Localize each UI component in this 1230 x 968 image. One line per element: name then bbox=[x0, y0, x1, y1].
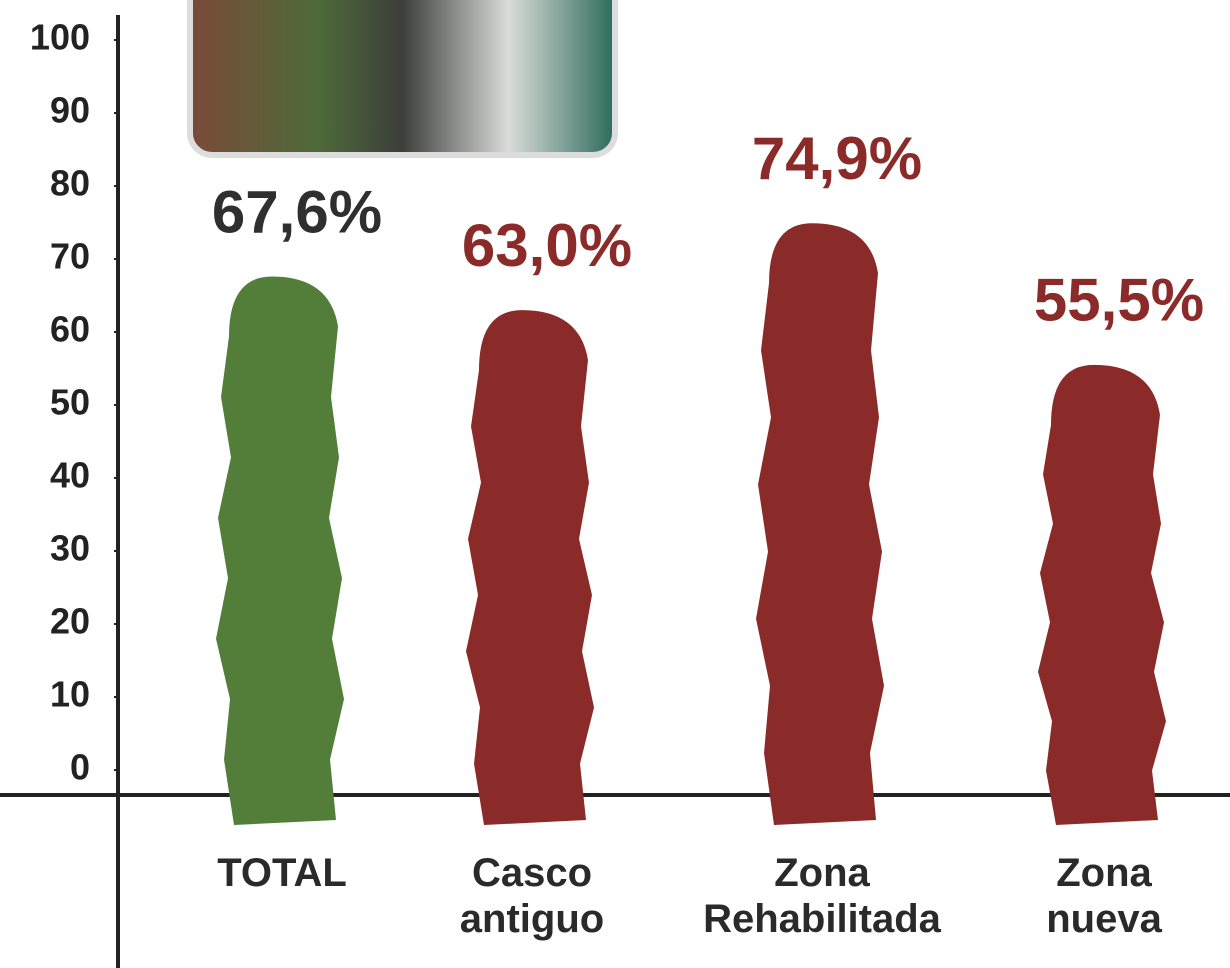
x-tick-label: Zona nueva bbox=[1046, 851, 1162, 941]
x-tick-label: Casco antiguo bbox=[459, 851, 605, 941]
y-tick-label: 50 bbox=[50, 382, 90, 423]
value-label: 74,9% bbox=[752, 125, 922, 192]
y-tick-label: 40 bbox=[50, 455, 90, 496]
x-tick-label: Zona Rehabilitada bbox=[703, 851, 941, 941]
y-tick-label: 0 bbox=[70, 747, 90, 788]
y-tick-label: 100 bbox=[30, 17, 90, 58]
y-tick-label: 60 bbox=[50, 309, 90, 350]
photo bbox=[187, 0, 618, 158]
bar bbox=[756, 223, 884, 826]
y-tick-label: 30 bbox=[50, 528, 90, 569]
bar bbox=[216, 276, 344, 825]
y-tick-label: 80 bbox=[50, 163, 90, 204]
y-tick-label: 10 bbox=[50, 674, 90, 715]
x-tick-label: TOTAL bbox=[217, 851, 347, 895]
value-label: 55,5% bbox=[1034, 267, 1204, 334]
value-label: 63,0% bbox=[462, 212, 632, 279]
bar bbox=[466, 310, 594, 826]
value-label: 67,6% bbox=[212, 178, 382, 245]
y-tick-label: 90 bbox=[50, 90, 90, 131]
bar bbox=[1038, 364, 1166, 825]
y-tick-label: 70 bbox=[50, 236, 90, 277]
y-tick-label: 20 bbox=[50, 601, 90, 642]
